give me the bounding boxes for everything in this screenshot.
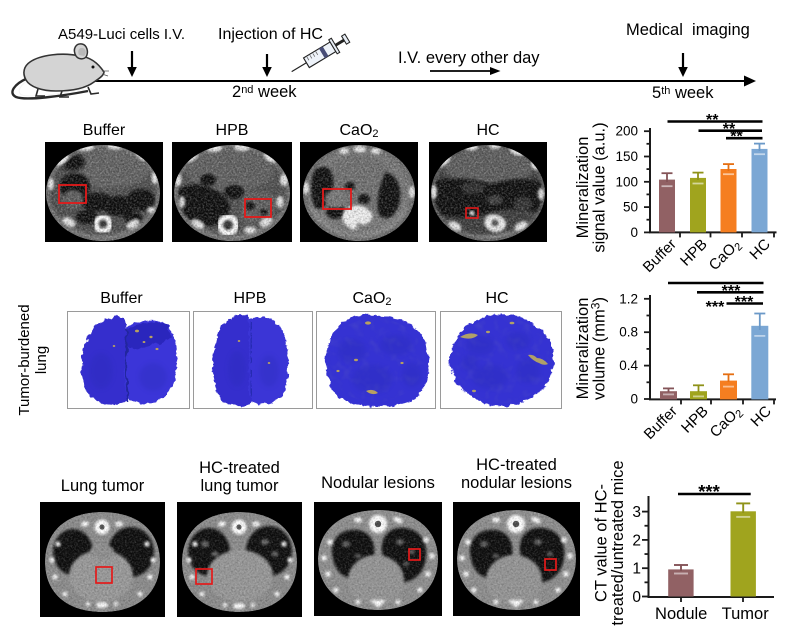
svg-text:Nodule: Nodule [655,605,707,623]
svg-text:signal value (a.u.): signal value (a.u.) [591,122,609,252]
svg-text:1.2: 1.2 [619,291,638,306]
svg-text:***: *** [698,481,720,502]
svg-text:3: 3 [632,504,641,521]
svg-text:50: 50 [623,200,638,215]
svg-text:CT value of HC-: CT value of HC- [593,484,611,602]
svg-text:0: 0 [632,589,641,606]
svg-text:HC: HC [747,403,774,430]
svg-text:0.8: 0.8 [619,325,638,340]
svg-text:2: 2 [632,532,641,549]
svg-text:***: *** [722,283,741,300]
svg-text:***: *** [735,294,754,311]
svg-text:Mineralization: Mineralization [574,137,592,239]
svg-text:HPB: HPB [677,236,711,270]
svg-text:**: ** [706,112,719,129]
svg-text:Tumor: Tumor [722,605,770,623]
svg-text:Buffer: Buffer [641,403,681,443]
svg-text:CaO2: CaO2 [707,403,747,443]
svg-text:**: ** [730,129,743,146]
svg-text:0: 0 [630,392,638,407]
svg-text:150: 150 [615,149,638,164]
svg-text:HPB: HPB [678,403,712,437]
svg-text:Buffer: Buffer [640,236,680,276]
svg-text:HC: HC [746,236,773,263]
svg-text:200: 200 [615,124,638,139]
svg-text:0: 0 [630,225,638,240]
svg-text:**: ** [723,121,736,138]
svg-text:100: 100 [615,174,638,189]
svg-text:0.4: 0.4 [619,358,638,373]
svg-text:Mineralization: Mineralization [574,298,592,400]
svg-text:volume (mm3): volume (mm3) [589,297,609,400]
svg-text:***: *** [706,299,725,316]
svg-text:treated/untreated mice: treated/untreated mice [609,460,627,625]
svg-text:1: 1 [632,561,641,578]
svg-text:CaO2: CaO2 [706,236,746,276]
